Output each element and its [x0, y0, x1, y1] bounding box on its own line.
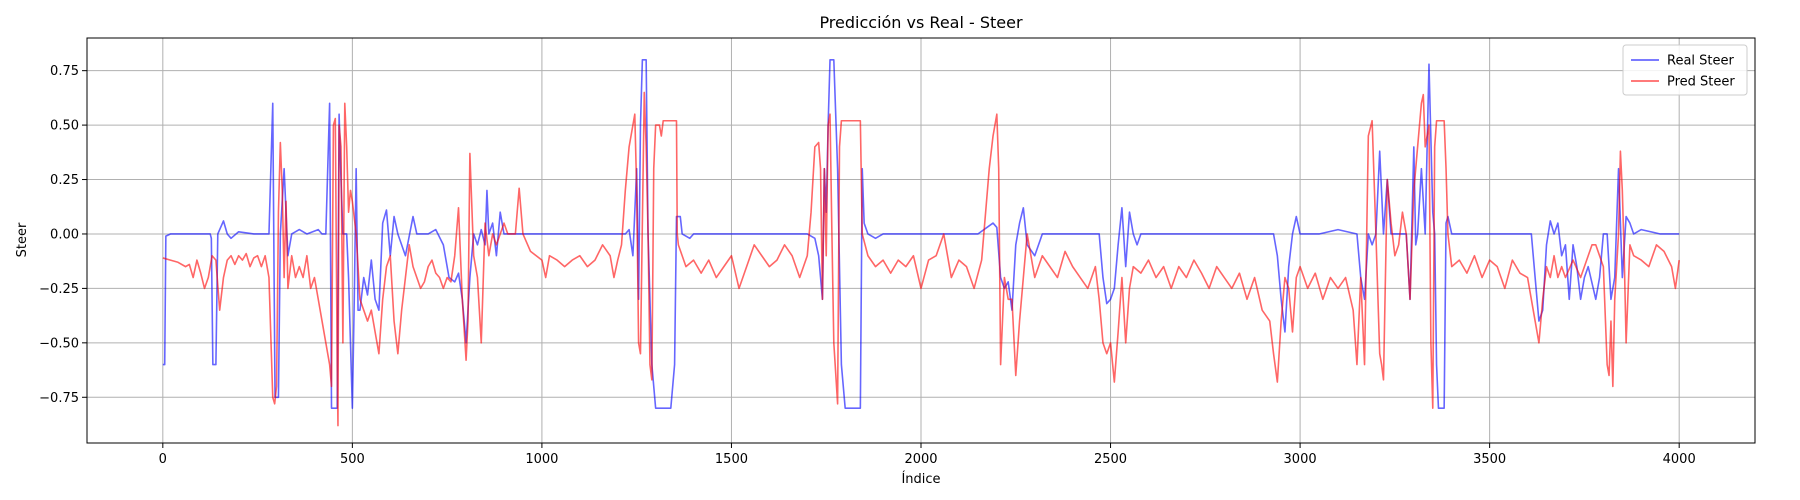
x-tick-label: 0: [159, 452, 167, 467]
x-tick-label: 1000: [525, 452, 558, 467]
y-tick-label: 0.75: [50, 64, 79, 79]
y-axis-label: Steer: [15, 222, 30, 257]
x-axis-label: Índice: [901, 471, 940, 487]
legend-label: Real Steer: [1667, 54, 1735, 69]
series-line-real-steer: [162, 58, 1680, 409]
series-layer: [162, 58, 1680, 427]
y-tick-label: 0.25: [50, 173, 79, 188]
y-tick-label: −0.50: [39, 336, 79, 351]
axis-ticks: 0 500 1000 1500 2000 2500 3000 3500 4000 −0.75 −0.…: [39, 64, 1696, 467]
legend-label: Pred Steer: [1667, 75, 1735, 90]
legend: Real Steer Pred Steer: [1622, 44, 1748, 96]
x-tick-label: 3500: [1473, 452, 1506, 467]
x-tick-label: 4000: [1663, 452, 1696, 467]
chart-title: Predicción vs Real - Steer: [819, 13, 1023, 32]
x-tick-label: 2000: [904, 452, 937, 467]
x-tick-label: 2500: [1094, 452, 1127, 467]
y-tick-label: 0.00: [50, 227, 79, 242]
x-tick-label: 3000: [1284, 452, 1317, 467]
series-line-pred-steer: [162, 91, 1680, 427]
x-tick-label: 1500: [715, 452, 748, 467]
y-tick-label: −0.25: [39, 282, 79, 297]
x-tick-label: 500: [340, 452, 365, 467]
legend-box: [1622, 44, 1748, 96]
y-tick-label: 0.50: [50, 119, 79, 134]
y-tick-label: −0.75: [39, 391, 79, 406]
